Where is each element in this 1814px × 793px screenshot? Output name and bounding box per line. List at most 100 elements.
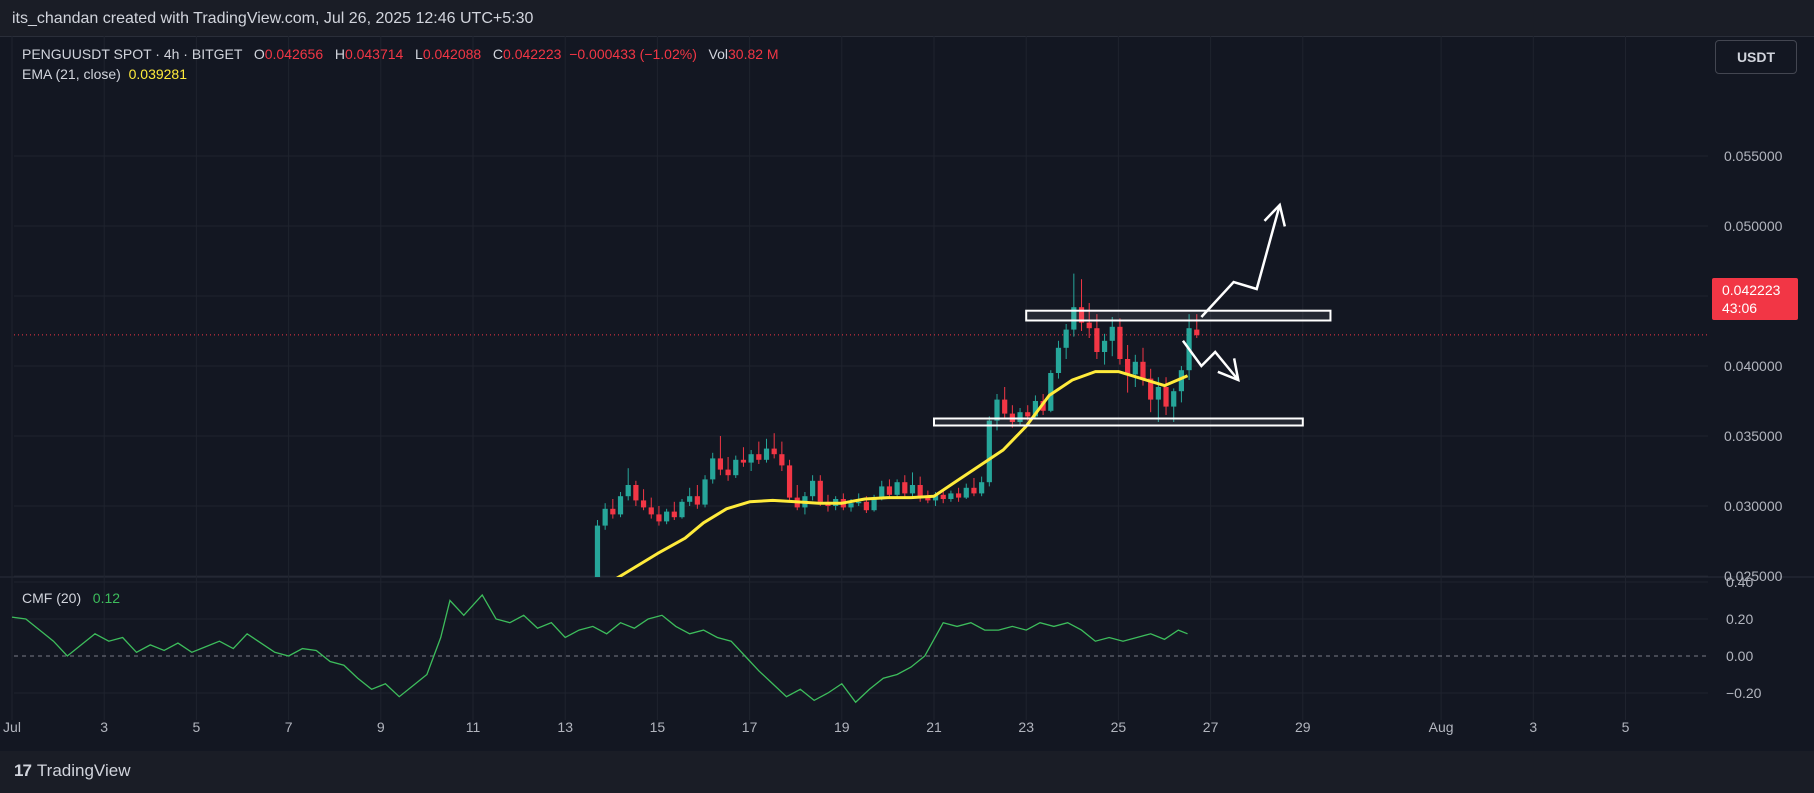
candle-body (640, 500, 647, 508)
x-tick-label: 19 (834, 719, 850, 735)
cmf-line (11, 593, 1188, 704)
candle-body (986, 420, 992, 483)
candle-body (763, 448, 770, 460)
x-tick-label: 21 (926, 719, 942, 735)
candle-body (1163, 387, 1169, 407)
candle-body (902, 482, 908, 494)
footer: 17 TradingView (0, 751, 1814, 793)
y-tick-label: 0.050000 (1724, 218, 1783, 234)
x-tick-label: 27 (1203, 719, 1219, 735)
candle-body (487, 591, 492, 598)
x-tick-label: 3 (1529, 719, 1537, 735)
candle-body (1101, 340, 1108, 352)
candle-body (1071, 307, 1077, 330)
candle-body (725, 469, 731, 476)
candle-body (1025, 412, 1031, 417)
tradingview-brand: TradingView (36, 761, 131, 780)
resistance-box (1025, 309, 1332, 322)
ema-line (615, 370, 1189, 577)
tradingview-logo-icon: 17 (14, 761, 32, 780)
candle-body (1125, 359, 1131, 375)
y-tick-label: 0.040000 (1724, 358, 1783, 374)
chart-frame (0, 36, 1814, 752)
bullish-arrow (1200, 204, 1281, 318)
candle-body (994, 399, 1000, 421)
candle-body (702, 479, 708, 505)
candle-body (434, 597, 439, 600)
candle-body (602, 508, 608, 526)
candle-body (886, 486, 893, 495)
candle-body (518, 580, 523, 588)
cmf-legend: CMF (20) 0.12 (22, 590, 120, 606)
candle-body (671, 511, 677, 518)
x-tick-label: 11 (466, 719, 481, 735)
ema-legend: EMA (21, close) 0.039281 (22, 66, 187, 82)
close-label: C (492, 46, 504, 62)
x-tick-label: 13 (557, 719, 573, 735)
candle-body (549, 589, 554, 595)
x-tick-label: 29 (1295, 719, 1311, 735)
candle-body (1055, 347, 1062, 373)
low-value: 0.042088 (422, 46, 482, 62)
cmf-tick-label: 0.40 (1726, 574, 1753, 590)
candle-body (810, 480, 816, 497)
candle-body (449, 594, 454, 600)
candle-body (1002, 399, 1008, 414)
x-tick-label: 23 (1018, 719, 1034, 735)
candle-body (894, 482, 900, 495)
cmf-tick-label: 0.00 (1726, 648, 1753, 664)
candle-body (533, 593, 538, 597)
candle-body (979, 482, 985, 494)
currency-button[interactable]: USDT (1715, 40, 1797, 74)
candle-body (625, 485, 631, 497)
candle-body (963, 487, 969, 498)
y-tick-label: 0.035000 (1724, 428, 1783, 444)
candle-body (572, 590, 577, 593)
candle-body (464, 591, 469, 597)
cmf-tick-label: 0.20 (1726, 611, 1753, 627)
candle-body (1063, 329, 1069, 348)
y-tick-label: 0.055000 (1724, 148, 1783, 164)
open-label: O (253, 46, 265, 62)
candle-body (771, 448, 777, 455)
candle-body (1017, 412, 1023, 422)
bearish-arrow (1181, 340, 1240, 381)
close-value: 0.042223 (503, 46, 562, 62)
candle-body (687, 496, 693, 502)
support-box (933, 417, 1304, 427)
y-tick-label: 0.025000 (1724, 568, 1783, 584)
chart-header: its_chandan created with TradingView.com… (0, 0, 1814, 36)
candle-body (879, 486, 885, 498)
candle-body (1086, 322, 1092, 329)
candle-body (917, 485, 923, 497)
y-tick-label: 0.030000 (1724, 498, 1783, 514)
cmf-value: 0.12 (92, 590, 121, 606)
tradingview-logo[interactable]: 17 TradingView (14, 761, 130, 781)
candle-body (863, 501, 869, 511)
candle-body (633, 485, 639, 501)
ema-value: 0.039281 (128, 66, 188, 82)
open-value: 0.042656 (264, 46, 324, 62)
price-chart[interactable]: Jul 3 5 7 9 11 13 15 17 19 21 23 25 27 29 Aug 3 5 0.055000… (0, 36, 1814, 750)
candle-body (457, 594, 462, 597)
volume-value: 30.82 M (728, 46, 779, 62)
candle-body (610, 508, 616, 515)
candle-body (925, 496, 931, 501)
high-value: 0.043714 (344, 46, 404, 62)
candle-body (717, 458, 724, 470)
cmf-label[interactable]: CMF (20) (22, 590, 82, 606)
candle-body (503, 584, 508, 587)
candle-body (1094, 328, 1100, 352)
symbol-name[interactable]: PENGUUSDT SPOT · 4h · BITGET (22, 46, 243, 62)
last-price-value: 0.042223 (1722, 282, 1781, 298)
candle-body (710, 458, 716, 480)
candle-body (948, 493, 954, 499)
x-tick-label: Aug (1429, 719, 1454, 735)
x-tick-label: 17 (742, 719, 758, 735)
candle-body (556, 586, 561, 594)
ema-label[interactable]: EMA (21, close) (22, 66, 121, 82)
volume-label: Vol (708, 46, 728, 62)
x-tick-label: 9 (377, 719, 385, 735)
chart-header-text: its_chandan created with TradingView.com… (12, 10, 534, 27)
high-label: H (334, 46, 345, 62)
